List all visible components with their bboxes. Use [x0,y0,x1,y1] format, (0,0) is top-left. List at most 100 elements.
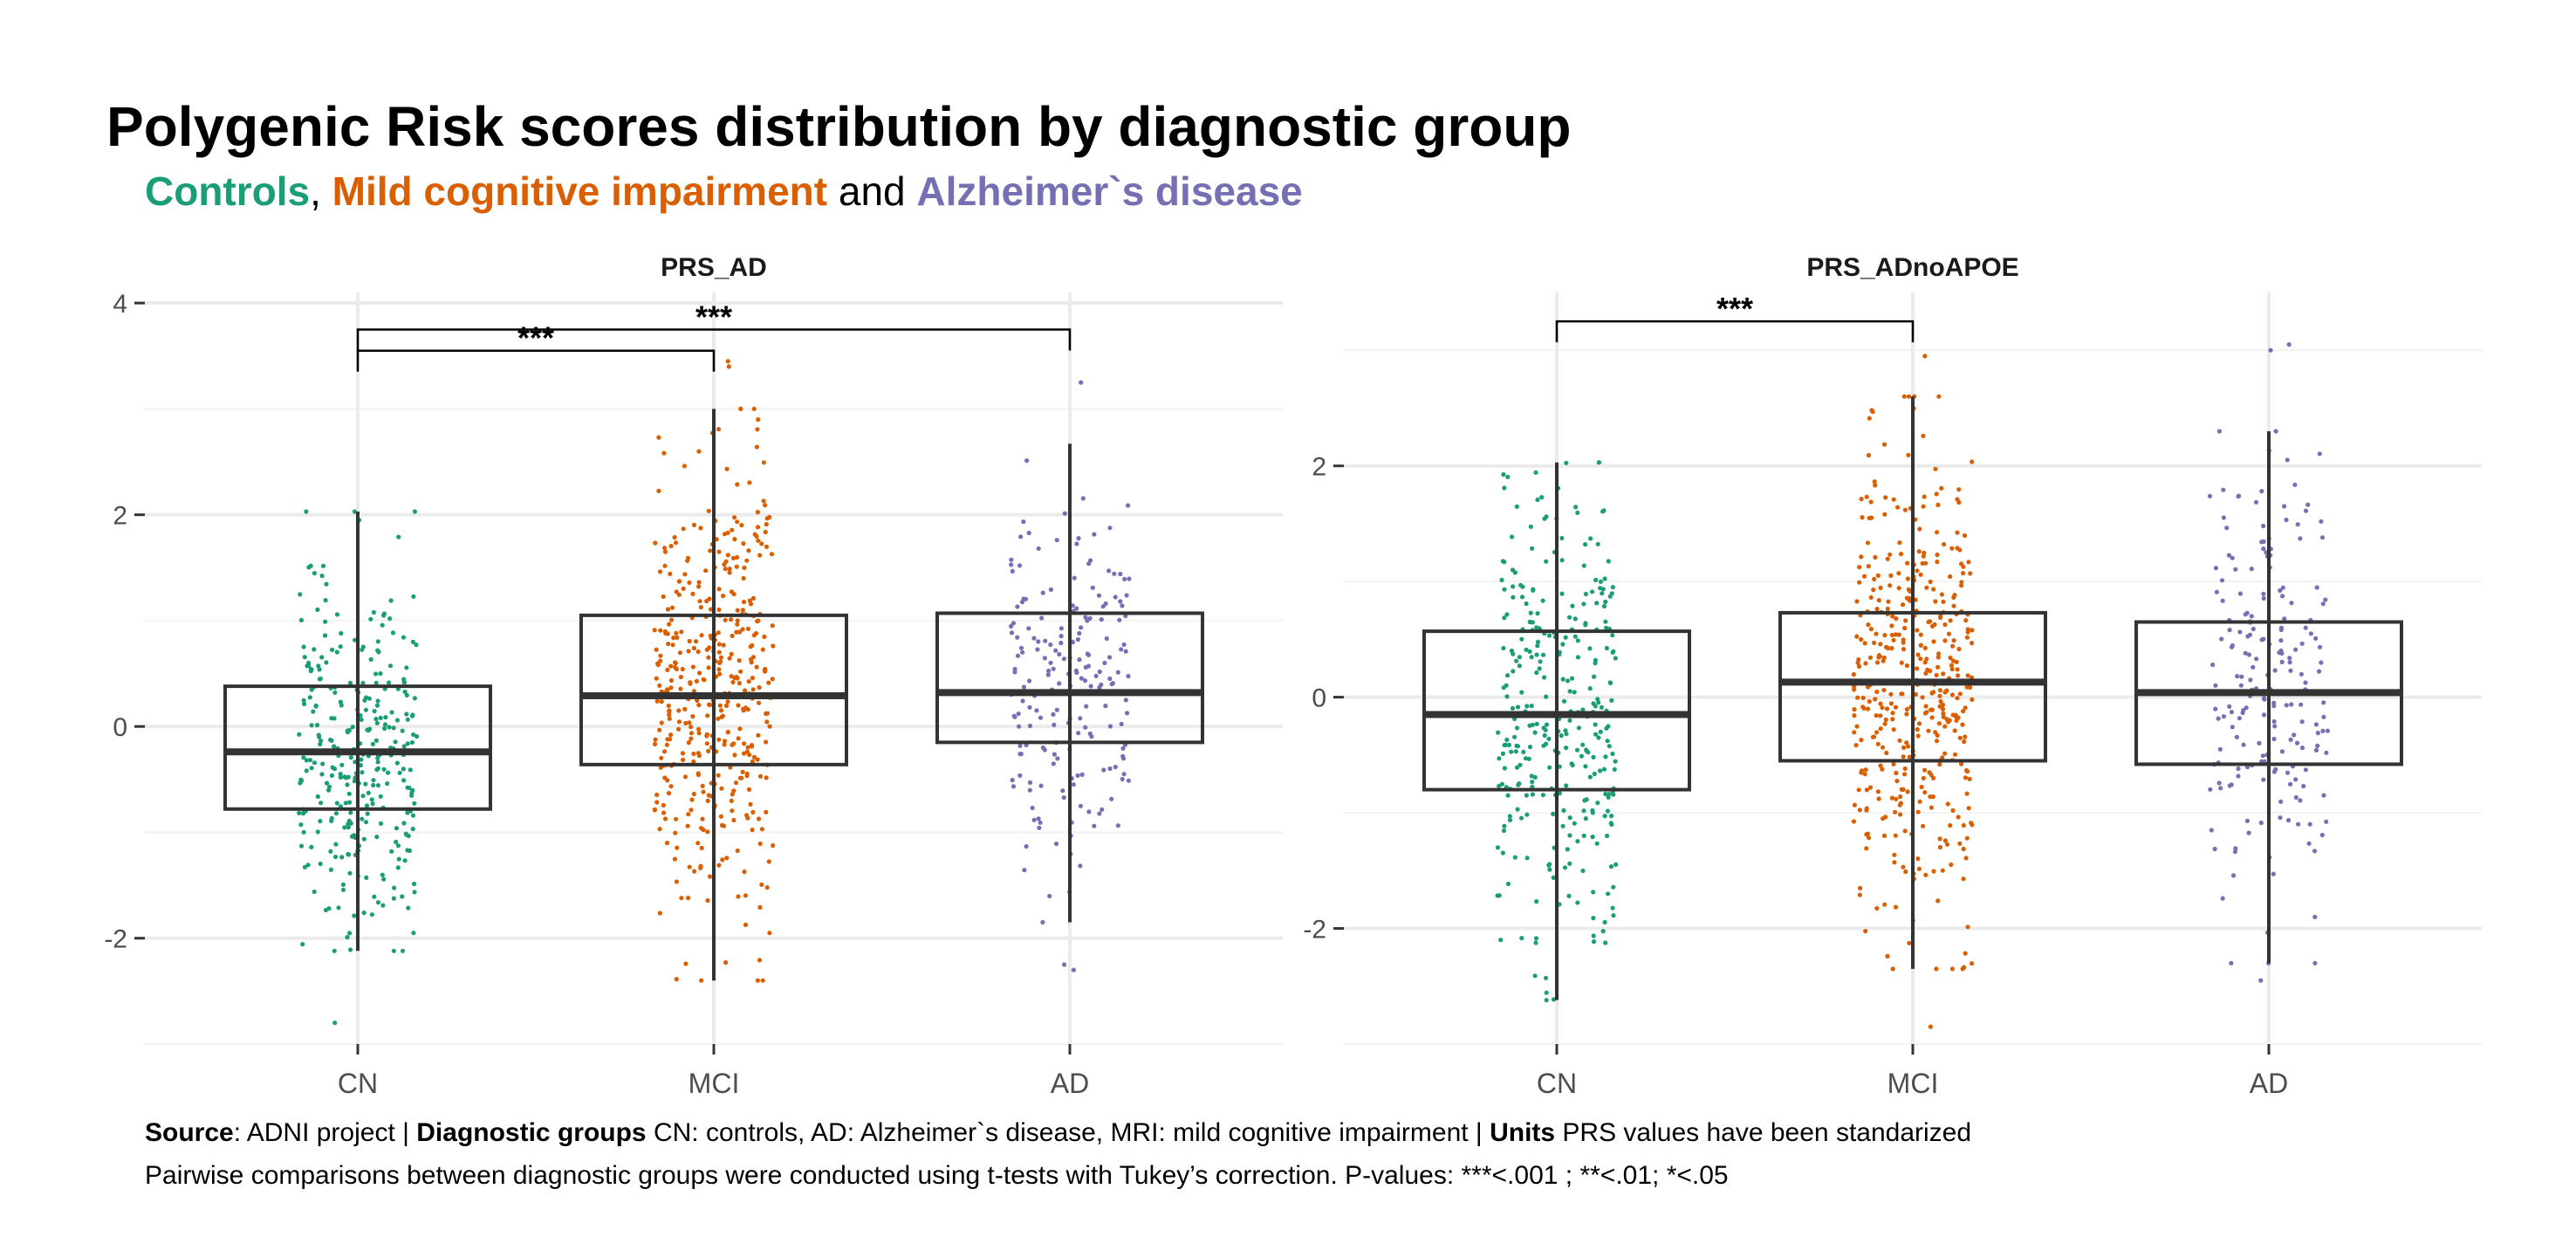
data-point [371,609,376,615]
data-point [659,720,664,725]
data-point [371,778,376,783]
data-point [1613,656,1618,661]
data-point [1011,784,1017,789]
data-point [2229,960,2234,966]
data-point [1883,495,1888,500]
data-point [730,679,736,685]
data-point [1048,660,1053,665]
data-point [1962,533,1968,539]
data-point [1875,573,1881,579]
data-point [1527,649,1532,655]
data-point [764,885,770,890]
data-point [1962,965,1967,970]
data-point [2293,647,2299,652]
data-point [1509,534,1515,539]
data-point [2299,719,2305,725]
data-point [2312,960,2318,966]
data-point [675,635,680,641]
data-point [1865,831,1870,836]
data-point [400,728,405,733]
data-point [324,780,330,786]
data-point [1852,684,1857,690]
outlier-point [2286,342,2292,347]
data-point [1593,722,1598,727]
data-point [2214,589,2219,594]
data-point [2216,780,2222,786]
data-point [1894,616,1899,622]
data-point [722,739,728,744]
data-point [411,594,416,599]
data-point [723,617,728,622]
data-point [1026,626,1031,631]
data-point [301,755,306,760]
data-point [1012,670,1017,675]
data-point [380,622,385,628]
data-point [665,607,671,612]
data-point [2233,846,2238,851]
data-point [405,741,410,746]
data-point [1968,571,1973,576]
data-point [746,787,752,793]
data-point [1907,940,1912,945]
data-point [330,647,335,653]
data-point [1963,734,1968,739]
data-point [1107,724,1113,729]
data-point [1542,732,1547,739]
data-point [1915,568,1920,574]
data-point [653,737,658,742]
data-point [667,622,672,627]
data-point [1579,753,1584,759]
data-point [1889,646,1894,651]
data-point [297,732,302,737]
data-point [2219,578,2225,583]
data-point [1501,685,1506,691]
data-point [1590,835,1595,840]
data-point [1881,833,1887,839]
data-point [1894,770,1899,776]
data-point [716,716,721,721]
data-point [1495,845,1500,850]
data-point [691,751,696,757]
data-point [382,722,388,727]
data-point [387,725,392,730]
data-point [1866,622,1871,628]
data-point [696,449,702,454]
data-point [298,843,305,849]
data-point [301,644,306,649]
data-point [731,741,736,746]
data-point [1601,766,1607,772]
data-point [1511,669,1516,674]
data-point [737,629,743,635]
data-point [741,541,746,546]
data-point [369,797,374,802]
data-point [1907,598,1913,603]
data-point [757,816,762,821]
data-point [328,849,333,854]
data-point [735,676,740,681]
data-point [1586,750,1591,755]
data-point [695,841,701,846]
data-point [685,555,691,561]
data-point [1559,591,1565,596]
data-point [1089,734,1094,739]
data-point [1906,452,1911,457]
data-point [2219,636,2224,642]
data-point [1020,698,1025,704]
data-point [1607,744,1612,749]
outlier-point [332,1021,338,1026]
data-point [662,816,668,821]
data-point [2320,601,2326,607]
data-point [740,608,746,613]
data-point [1591,939,1597,945]
x-tick-label: MCI [689,1068,740,1099]
data-point [328,867,333,873]
data-point [1864,787,1869,793]
data-point [1593,732,1599,737]
data-point [1872,576,1877,582]
data-point [2282,504,2287,509]
data-point [1565,847,1570,852]
data-point [749,660,754,665]
data-point [1961,571,1966,576]
data-point [725,530,730,536]
data-point [2317,644,2323,649]
